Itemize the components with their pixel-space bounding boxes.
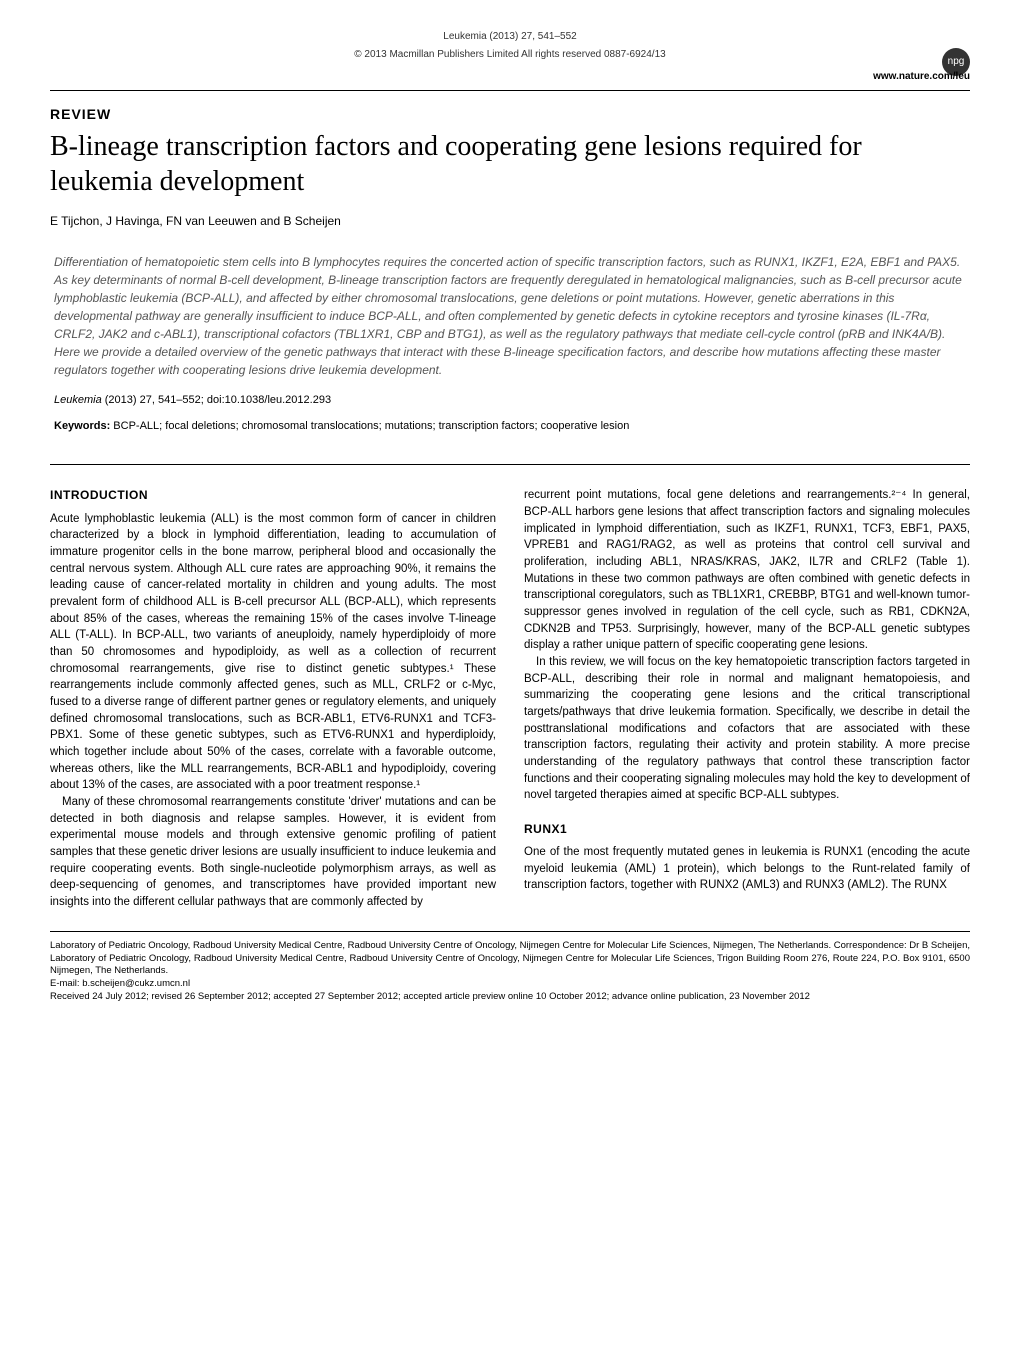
citation-details: (2013) 27, 541–552; doi:10.1038/leu.2012… <box>102 394 331 406</box>
keywords-label: Keywords: <box>54 420 110 432</box>
keywords-line: Keywords: BCP-ALL; focal deletions; chro… <box>50 419 970 434</box>
citation-journal: Leukemia <box>54 394 102 406</box>
article-type-label: REVIEW <box>50 105 970 125</box>
header-divider <box>50 90 970 91</box>
column-left: INTRODUCTION Acute lymphoblastic leukemi… <box>50 487 496 911</box>
website-url: www.nature.com/leu <box>50 70 970 84</box>
column-right: recurrent point mutations, focal gene de… <box>524 487 970 911</box>
col2-paragraph-2: In this review, we will focus on the key… <box>524 654 970 804</box>
col2-paragraph-1: recurrent point mutations, focal gene de… <box>524 487 970 654</box>
body-columns: INTRODUCTION Acute lymphoblastic leukemi… <box>50 487 970 911</box>
footer-divider <box>50 931 970 932</box>
affiliation-text: Laboratory of Pediatric Oncology, Radbou… <box>50 940 970 978</box>
article-title: B-lineage transcription factors and coop… <box>50 129 970 199</box>
abstract-divider <box>50 464 970 465</box>
journal-header-line2: © 2013 Macmillan Publishers Limited All … <box>50 48 970 62</box>
intro-paragraph-2: Many of these chromosomal rearrangements… <box>50 794 496 911</box>
correspondence-email: E-mail: b.scheijen@cukz.umcn.nl <box>50 978 970 991</box>
runx1-heading: RUNX1 <box>524 821 970 838</box>
runx1-paragraph-1: One of the most frequently mutated genes… <box>524 844 970 894</box>
introduction-heading: INTRODUCTION <box>50 487 496 504</box>
keywords-text: BCP-ALL; focal deletions; chromosomal tr… <box>110 420 629 432</box>
citation-line: Leukemia (2013) 27, 541–552; doi:10.1038… <box>50 393 970 408</box>
abstract-text: Differentiation of hematopoietic stem ce… <box>50 253 970 379</box>
intro-paragraph-1: Acute lymphoblastic leukemia (ALL) is th… <box>50 511 496 794</box>
author-list: E Tijchon, J Havinga, FN van Leeuwen and… <box>50 213 970 230</box>
received-dates: Received 24 July 2012; revised 26 Septem… <box>50 991 970 1004</box>
journal-header-line1: Leukemia (2013) 27, 541–552 <box>50 30 970 44</box>
